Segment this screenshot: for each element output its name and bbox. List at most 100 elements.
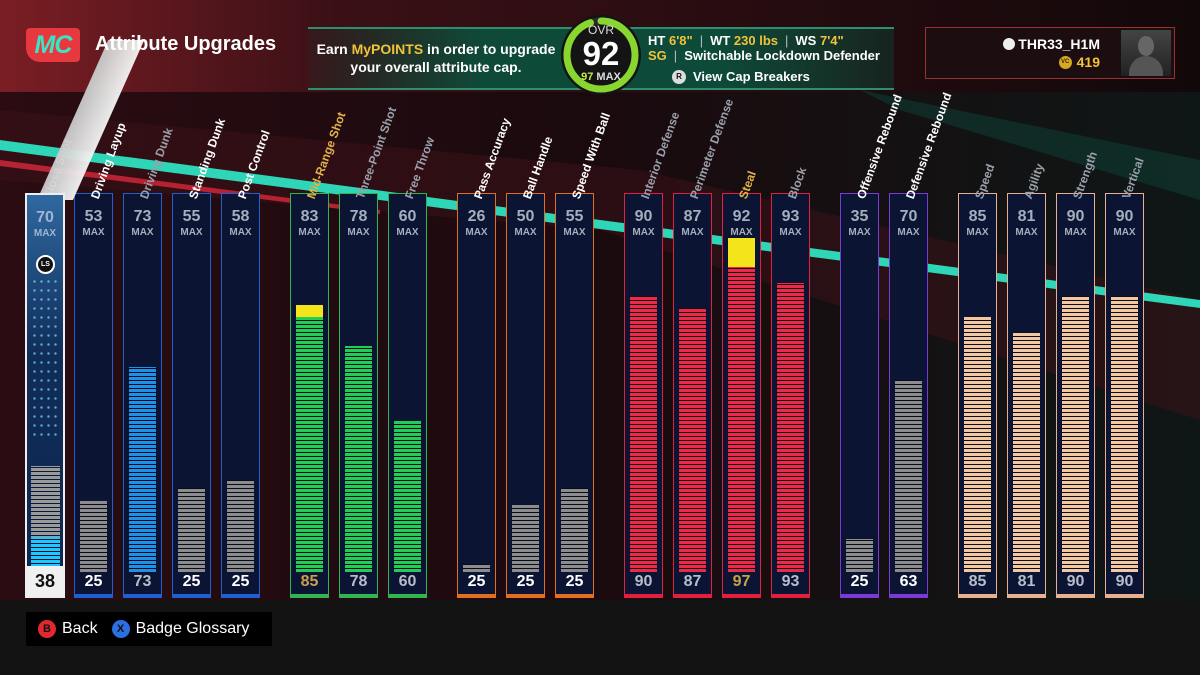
attribute-cap-max-label: MAX bbox=[396, 227, 419, 238]
attribute-current-value: 25 bbox=[84, 573, 103, 590]
attribute-name-offensive-rebound: Offensive Rebound bbox=[854, 92, 905, 201]
attribute-column-driving-dunk[interactable]: 73 MAX 73 bbox=[123, 193, 162, 598]
xbox-icon bbox=[1003, 38, 1016, 50]
attribute-column-perimeter-defense[interactable]: 87 MAX 87 bbox=[673, 193, 712, 598]
attribute-column-block[interactable]: 93 MAX 93 bbox=[771, 193, 810, 598]
attribute-bar-cap-preview bbox=[512, 505, 539, 572]
attribute-column-steal[interactable]: 92 MAX 97 bbox=[722, 193, 761, 598]
attribute-column-pass-accuracy[interactable]: 26 MAX 25 bbox=[457, 193, 496, 598]
attribute-bar-fill bbox=[728, 267, 755, 572]
attribute-cap-value: 55 bbox=[565, 208, 584, 225]
attribute-current-value: 87 bbox=[683, 573, 702, 590]
attribute-cap-max-label: MAX bbox=[298, 227, 321, 238]
attribute-column-speed-with-ball[interactable]: 55 MAX 25 bbox=[555, 193, 594, 598]
attribute-current-value: 85 bbox=[968, 573, 987, 590]
attribute-current-value: 25 bbox=[850, 573, 869, 590]
attribute-bar bbox=[777, 254, 804, 572]
attribute-bar bbox=[630, 254, 657, 572]
attribute-cap-max-label: MAX bbox=[966, 227, 989, 238]
attribute-column-vertical[interactable]: 90 MAX 90 bbox=[1105, 193, 1144, 598]
attribute-bar-fill bbox=[129, 367, 156, 572]
wingspan-value: 7'4" bbox=[819, 33, 844, 48]
attribute-current-value: 97 bbox=[732, 573, 751, 590]
attribute-current-value: 60 bbox=[398, 573, 417, 590]
attribute-name-driving-dunk: Driving Dunk bbox=[137, 125, 176, 201]
badge-glossary-label: Badge Glossary bbox=[135, 620, 250, 637]
badge-glossary-button[interactable]: X Badge Glossary bbox=[111, 620, 250, 638]
attribute-column-close-shot[interactable]: 70 MAX LS 38 bbox=[25, 193, 65, 598]
gamertag: THR33_H1M bbox=[1003, 36, 1100, 52]
attribute-cap-value: 81 bbox=[1017, 208, 1036, 225]
attribute-bar-fill bbox=[1013, 333, 1040, 572]
attribute-cap-max-label: MAX bbox=[632, 227, 655, 238]
height-label: HT bbox=[648, 33, 666, 48]
attribute-cap-value: 90 bbox=[634, 208, 653, 225]
attribute-bar-cap-preview bbox=[178, 488, 205, 572]
attribute-cap-value: 83 bbox=[300, 208, 319, 225]
attribute-current-value: 25 bbox=[516, 573, 535, 590]
separator: | bbox=[785, 33, 789, 48]
attribute-cap-value: 92 bbox=[732, 208, 751, 225]
attribute-column-three-point-shot[interactable]: 78 MAX 78 bbox=[339, 193, 378, 598]
attribute-bar bbox=[80, 254, 107, 572]
attribute-current-value: 90 bbox=[1066, 573, 1085, 590]
attribute-cap-max-label: MAX bbox=[131, 227, 154, 238]
attribute-column-agility[interactable]: 81 MAX 81 bbox=[1007, 193, 1046, 598]
player-card: THR33_H1M VC 419 bbox=[925, 27, 1175, 79]
attribute-cap-max-label: MAX bbox=[1064, 227, 1087, 238]
earn-text-prefix: Earn bbox=[316, 41, 352, 57]
attribute-bar bbox=[1062, 254, 1089, 572]
attribute-cap-value: 70 bbox=[36, 209, 54, 226]
attribute-name-pass-accuracy: Pass Accuracy bbox=[471, 116, 514, 201]
attribute-name-three-point-shot: Three-Point Shot bbox=[353, 105, 400, 201]
attribute-column-ball-handle[interactable]: 50 MAX 25 bbox=[506, 193, 545, 598]
attribute-current-value: 25 bbox=[467, 573, 486, 590]
attribute-cap-max-label: MAX bbox=[681, 227, 704, 238]
attribute-column-post-control[interactable]: 58 MAX 25 bbox=[221, 193, 260, 598]
height-value: 6'8" bbox=[668, 33, 693, 48]
attribute-cap-value: 60 bbox=[398, 208, 417, 225]
attribute-column-strength[interactable]: 90 MAX 90 bbox=[1056, 193, 1095, 598]
attribute-bar-fill bbox=[345, 346, 372, 572]
mypoints-highlight: MyPOINTS bbox=[351, 41, 424, 57]
mycareer-logo: MC bbox=[26, 28, 80, 62]
attribute-cap-max-label: MAX bbox=[347, 227, 370, 238]
attribute-cap-max-label: MAX bbox=[1015, 227, 1038, 238]
view-cap-breakers-button[interactable]: R View Cap Breakers bbox=[672, 69, 810, 84]
attribute-current-value: 90 bbox=[634, 573, 653, 590]
attribute-column-driving-layup[interactable]: 53 MAX 25 bbox=[74, 193, 113, 598]
attribute-name-perimeter-defense: Perimeter Defense bbox=[687, 96, 737, 201]
attribute-column-interior-defense[interactable]: 90 MAX 90 bbox=[624, 193, 663, 598]
attribute-bar bbox=[1013, 254, 1040, 572]
attribute-cap-max-label: MAX bbox=[180, 227, 203, 238]
attribute-current-value: 38 bbox=[27, 566, 63, 596]
earn-text-suffix: in order to upgrade bbox=[423, 41, 556, 57]
vc-amount: 419 bbox=[1076, 54, 1100, 70]
attribute-column-free-throw[interactable]: 60 MAX 60 bbox=[388, 193, 427, 598]
back-button[interactable]: B Back bbox=[38, 620, 98, 638]
attribute-current-value: 85 bbox=[300, 573, 319, 590]
attribute-cap-value: 78 bbox=[349, 208, 368, 225]
attribute-bar bbox=[31, 255, 60, 575]
attribute-column-defensive-rebound[interactable]: 70 MAX 63 bbox=[889, 193, 928, 598]
ovr-value: 92 bbox=[582, 35, 620, 72]
attribute-cap-max-label: MAX bbox=[779, 227, 802, 238]
attribute-boost-indicator bbox=[296, 305, 323, 317]
attribute-column-offensive-rebound[interactable]: 35 MAX 25 bbox=[840, 193, 879, 598]
weight-value: 230 lbs bbox=[733, 33, 779, 48]
attribute-current-value: 93 bbox=[781, 573, 800, 590]
attribute-column-standing-dunk[interactable]: 55 MAX 25 bbox=[172, 193, 211, 598]
attribute-bar bbox=[178, 254, 205, 572]
attribute-column-mid-range-shot[interactable]: 83 MAX 85 bbox=[290, 193, 329, 598]
view-cap-breakers-label: View Cap Breakers bbox=[693, 69, 810, 84]
attribute-current-value: 25 bbox=[182, 573, 201, 590]
attribute-cap-max-label: MAX bbox=[1113, 227, 1136, 238]
attribute-bar-fill bbox=[964, 317, 991, 572]
attribute-bar bbox=[561, 254, 588, 572]
attribute-column-speed[interactable]: 85 MAX 85 bbox=[958, 193, 997, 598]
attribute-cap-value: 73 bbox=[133, 208, 152, 225]
attribute-name-mid-range-shot: Mid-Range Shot bbox=[304, 110, 349, 201]
attribute-current-value: 78 bbox=[349, 573, 368, 590]
attribute-name-post-control: Post Control bbox=[235, 128, 273, 201]
